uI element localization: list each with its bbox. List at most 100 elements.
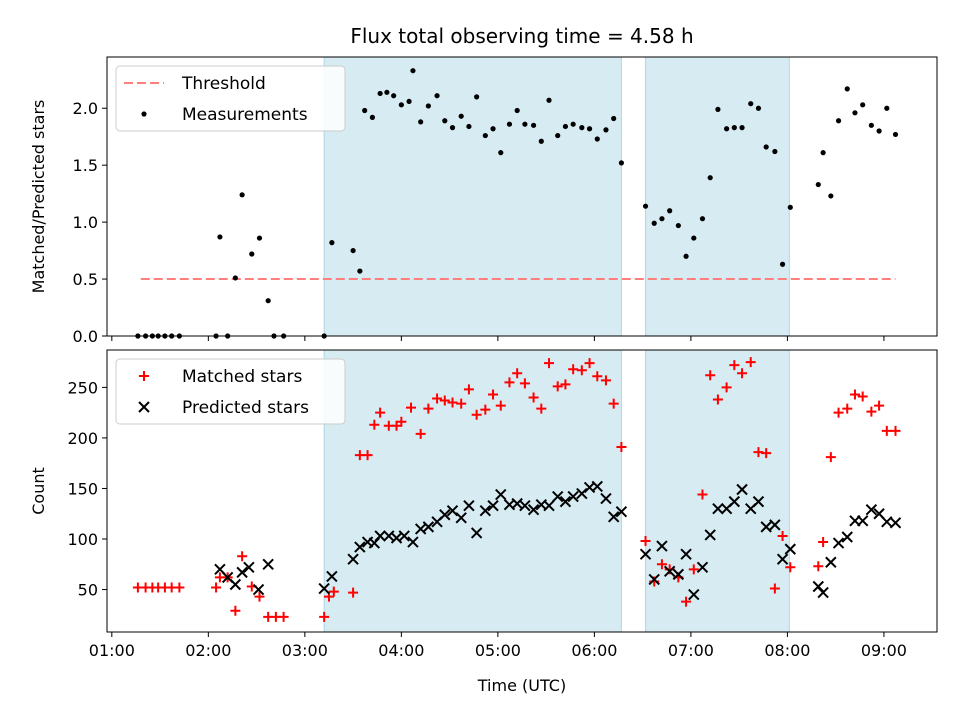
data-point [584, 358, 595, 369]
legend-label: Threshold [181, 74, 266, 94]
data-point [835, 118, 842, 124]
data-point [354, 541, 366, 553]
data-point [784, 543, 797, 555]
legend-box [115, 358, 346, 425]
data-point [712, 394, 723, 405]
data-point [422, 521, 435, 533]
data-point [243, 561, 255, 574]
data-point [576, 487, 588, 500]
data-point [705, 370, 716, 381]
y-tick-label: 2.0 [73, 99, 98, 118]
y-tick-label: 100 [67, 530, 98, 549]
data-point [656, 559, 667, 570]
data-point [611, 115, 617, 122]
data-point [432, 393, 443, 404]
data-point [865, 503, 878, 516]
data-point [712, 502, 724, 515]
data-point [463, 384, 474, 395]
data-point [721, 382, 732, 393]
data-point [446, 505, 459, 517]
data-point [579, 125, 585, 131]
data-point [362, 107, 368, 114]
y-tick-label: 50 [78, 581, 98, 600]
data-point [504, 377, 515, 388]
data-point [536, 403, 547, 414]
data-point [407, 536, 419, 548]
data-point [369, 419, 380, 430]
data-point [522, 121, 528, 127]
x-tick-label: 01:00 [89, 641, 135, 660]
data-point [455, 512, 467, 524]
data-point [519, 499, 531, 512]
data-point [884, 105, 890, 111]
chart-title: Flux total observing time = 4.58 h [350, 24, 693, 48]
data-point [639, 548, 652, 560]
data-point [608, 398, 619, 409]
data-point [697, 489, 708, 500]
data-point [688, 564, 699, 575]
data-point [391, 93, 397, 99]
data-point [868, 122, 874, 128]
series-measurements [135, 68, 899, 339]
data-point [538, 138, 544, 144]
data-point [487, 499, 499, 512]
data-point [348, 587, 359, 598]
series-predicted-stars [214, 480, 902, 601]
data-point [439, 509, 451, 521]
data-point [490, 126, 496, 132]
legend-marker [139, 371, 149, 381]
data-point [889, 517, 902, 529]
data-point [675, 222, 681, 229]
data-point [663, 565, 676, 578]
data-point [731, 125, 737, 131]
data-point [825, 556, 837, 568]
data-point [530, 122, 537, 128]
y-tick-label: 0.5 [73, 270, 98, 289]
data-point [262, 558, 274, 570]
y-axis-label: Count [29, 467, 48, 515]
data-point [217, 234, 223, 240]
data-point [232, 275, 238, 281]
data-point [785, 562, 796, 573]
data-point [463, 499, 475, 512]
data-point [543, 499, 555, 512]
data-point [729, 360, 740, 371]
shaded-region-2 [645, 349, 790, 633]
data-point [699, 216, 706, 222]
data-point [562, 123, 569, 130]
y-tick-label: 0.0 [73, 327, 98, 346]
legend-label: Measurements [182, 105, 308, 125]
data-point [616, 442, 627, 453]
data-point [763, 144, 769, 150]
data-point [514, 107, 520, 114]
data-point [254, 591, 265, 602]
data-point [384, 89, 390, 95]
data-point [466, 123, 472, 130]
data-point [328, 586, 339, 597]
data-point [640, 536, 651, 547]
data-point [278, 611, 289, 622]
data-point [680, 548, 692, 560]
data-point [618, 160, 625, 166]
legend-marker [138, 401, 150, 413]
data-point [560, 379, 571, 390]
data-point [737, 368, 748, 379]
data-point [236, 566, 248, 579]
data-point [704, 529, 716, 541]
data-point [252, 583, 265, 596]
x-tick-label: 02:00 [185, 641, 231, 660]
data-point [265, 298, 271, 304]
data-point [256, 235, 263, 241]
data-point [860, 102, 866, 108]
data-point [406, 98, 412, 105]
data-point [552, 490, 564, 503]
data-point [350, 247, 356, 254]
shaded-region-2 [645, 56, 790, 337]
legend: Matched stars Predicted stars [115, 358, 346, 425]
axes-frame [106, 349, 938, 633]
data-point [777, 530, 788, 541]
data-point [488, 389, 499, 400]
data-point [769, 519, 781, 531]
data-point [546, 97, 552, 103]
data-point [600, 375, 611, 386]
